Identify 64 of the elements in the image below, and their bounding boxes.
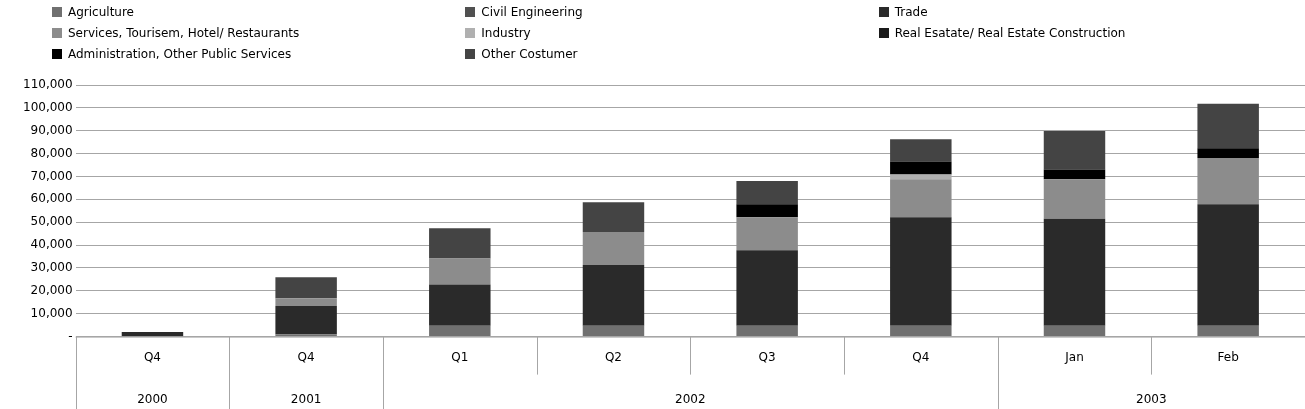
bar [429, 325, 491, 337]
x-tick-label: Q3 [758, 349, 776, 364]
y-tick-label: 50,000 [30, 214, 73, 229]
bar [582, 202, 645, 233]
bar [1043, 169, 1106, 180]
x-tick-label: Q4 [912, 349, 930, 364]
bar [1043, 325, 1106, 337]
legend-label: Real Esatate/ Real Estate Construction [894, 26, 1126, 40]
bar [736, 217, 798, 251]
bar [121, 332, 184, 337]
text: 2003 [1136, 392, 1167, 407]
bar [890, 179, 952, 218]
legend-label: Administration, Other Public Services [68, 47, 292, 61]
text: 2000 [137, 392, 168, 407]
bar [1197, 103, 1259, 149]
bar [736, 250, 798, 326]
bar [275, 298, 337, 306]
y-tick-label: - [68, 328, 73, 343]
y-tick-label: 40,000 [30, 237, 73, 252]
bar [1043, 218, 1106, 326]
bar [736, 204, 798, 218]
legend-label: Other Costumer [481, 47, 578, 61]
y-tick-label: 80,000 [30, 145, 73, 160]
y-tick-label: 70,000 [30, 168, 73, 183]
legend-label: Civil Engineering [481, 5, 583, 19]
bar [429, 228, 491, 259]
x-tick-label: Feb [1217, 349, 1239, 364]
bar [275, 277, 337, 299]
text: 2002 [675, 392, 706, 407]
bar [890, 161, 952, 175]
x-tick-label: Q4 [143, 349, 162, 364]
bar [890, 325, 952, 337]
bar [1197, 204, 1259, 326]
bar [736, 325, 798, 337]
y-tick-label: 20,000 [30, 282, 73, 297]
bar [1197, 157, 1259, 205]
x-tick-label: Q1 [451, 349, 469, 364]
legend-label: Agriculture [68, 5, 134, 19]
bar [275, 305, 337, 335]
bar [1043, 130, 1106, 170]
bar [582, 325, 645, 337]
x-tick-label: Jan [1064, 349, 1084, 364]
y-tick-label: 10,000 [30, 305, 73, 320]
bar [890, 139, 952, 162]
bar [429, 284, 491, 326]
bar [582, 265, 645, 326]
x-tick-label: Q2 [604, 349, 623, 364]
text: 2001 [290, 392, 322, 407]
bar [582, 232, 645, 266]
y-tick-label: 100,000 [23, 100, 73, 114]
legend-label: Industry [481, 26, 531, 40]
bar [1197, 148, 1259, 158]
bar [429, 258, 491, 285]
x-tick-label: Q4 [297, 349, 315, 364]
legend-label: Services, Tourisem, Hotel/ Restaurants [68, 26, 300, 40]
y-tick-label: 30,000 [30, 260, 73, 275]
y-tick-label: 110,000 [23, 77, 73, 92]
y-tick-label: 90,000 [30, 122, 73, 137]
bar [1043, 179, 1106, 219]
bar [890, 217, 952, 326]
bar [736, 181, 798, 205]
y-tick-label: 60,000 [30, 191, 73, 206]
bar [1197, 325, 1259, 337]
legend-label: Trade [894, 5, 928, 19]
